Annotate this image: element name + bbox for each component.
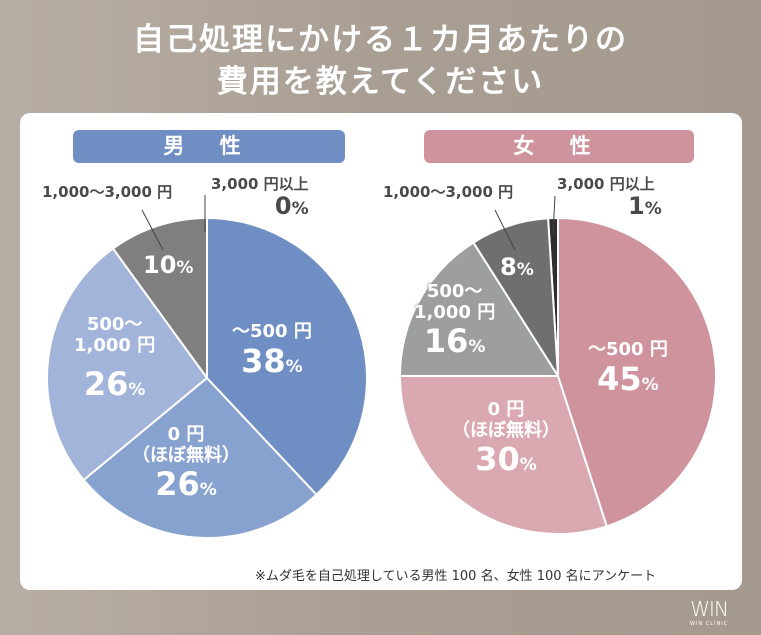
male-pct-1000-3000: 10% — [143, 251, 194, 279]
female-leader-1000 — [494, 209, 516, 251]
title-line-1: 自己処理にかける１カ月あたりの — [133, 22, 628, 58]
male-label-free: 0 円（ほぼ無料） 26% — [132, 424, 240, 504]
male-label-under500: ～500 円 38% — [232, 321, 312, 380]
male-pie-slice-2 — [46, 247, 209, 482]
female-label-free: 0 円（ほぼ無料） 30% — [452, 399, 560, 479]
male-label-3000: 3,000 円以上 0% — [211, 175, 309, 221]
male-label-1000-3000: 1,000～3,000 円 — [42, 183, 173, 201]
win-clinic-logo: WIN WIN CLINIC — [690, 597, 729, 627]
male-pie-slice-1 — [82, 376, 318, 539]
male-pie-slice-3 — [111, 216, 208, 382]
female-pct-1000-3000: 8% — [500, 253, 534, 281]
female-pie-slice-1 — [398, 375, 609, 535]
female-header: 女 性 — [424, 130, 694, 163]
male-pie-slice-0 — [206, 216, 368, 497]
female-label-1000-3000: 1,000～3,000 円 — [383, 183, 514, 201]
female-leader-3000 — [552, 195, 556, 235]
survey-note: ※ムダ毛を自己処理している男性 100 名、女性 100 名にアンケート — [255, 569, 657, 584]
male-leader-1000 — [141, 209, 164, 251]
female-label-under500: ～500 円 45% — [588, 339, 668, 398]
title-line-2: 費用を教えてください — [216, 64, 545, 100]
female-label-3000: 3,000 円以上 1% — [557, 175, 662, 221]
male-header: 男 性 — [73, 130, 345, 163]
female-pie-slice-2 — [398, 241, 560, 377]
female-label-500-1000: 500～ 1,000 円 16% — [414, 281, 496, 361]
female-pie-slice-0 — [557, 216, 717, 528]
male-label-500-1000: 500～ 1,000 円 26% — [74, 314, 156, 404]
